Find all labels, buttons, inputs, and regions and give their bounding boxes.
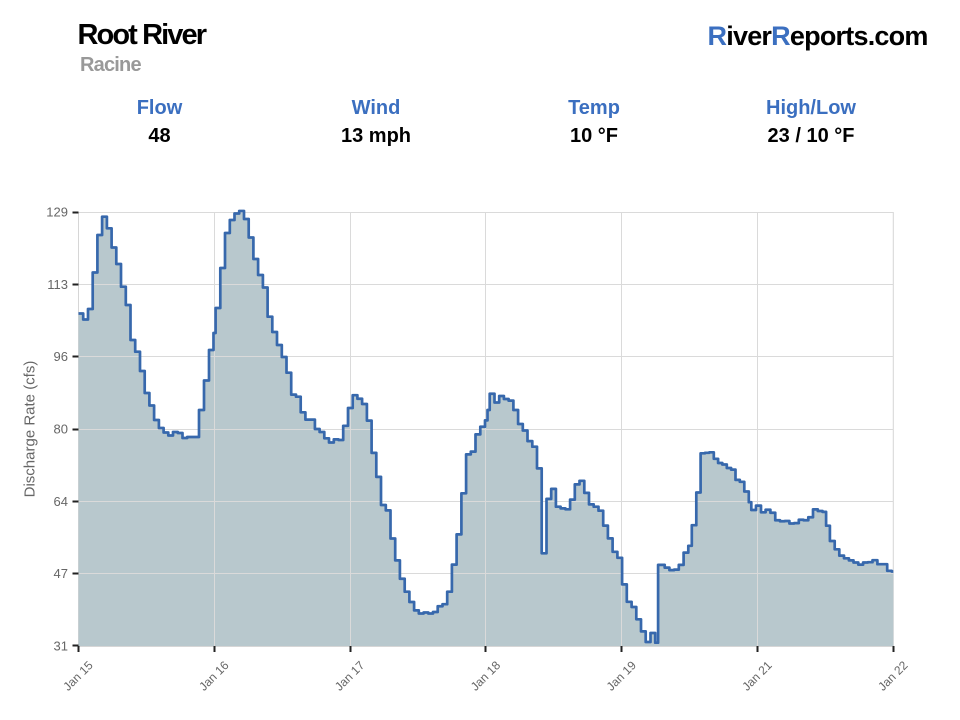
- svg-text:Jan 17: Jan 17: [332, 658, 368, 694]
- svg-text:96: 96: [54, 349, 68, 364]
- svg-text:Discharge Rate (cfs): Discharge Rate (cfs): [22, 361, 39, 498]
- svg-text:Jan 21: Jan 21: [739, 658, 775, 694]
- svg-text:80: 80: [54, 422, 68, 437]
- svg-text:Jan 18: Jan 18: [468, 658, 504, 694]
- svg-text:Jan 15: Jan 15: [60, 658, 96, 694]
- svg-text:129: 129: [46, 205, 68, 220]
- svg-text:Jan 19: Jan 19: [604, 658, 640, 694]
- svg-text:47: 47: [54, 566, 68, 581]
- svg-text:113: 113: [47, 277, 68, 292]
- svg-text:Jan 16: Jan 16: [196, 658, 232, 694]
- svg-text:31: 31: [54, 639, 68, 654]
- svg-text:64: 64: [54, 494, 68, 509]
- svg-text:Jan 22: Jan 22: [875, 658, 911, 694]
